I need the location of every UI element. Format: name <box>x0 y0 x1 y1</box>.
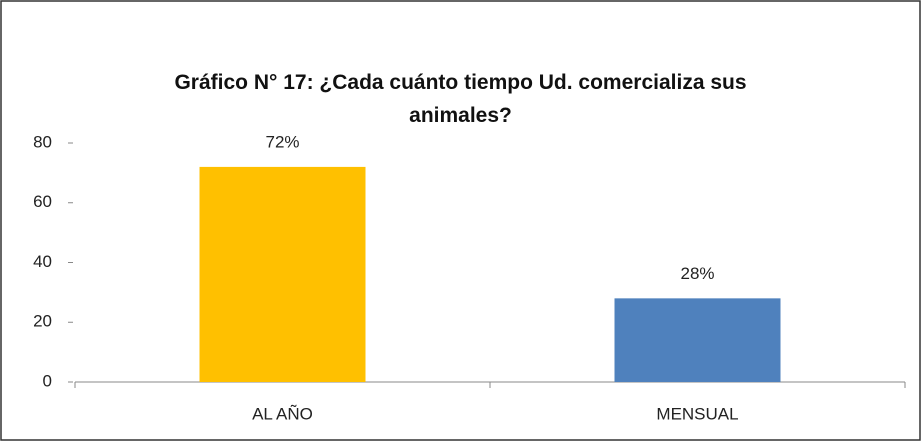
y-tick-label: 0 <box>43 371 52 390</box>
y-tick-label: 80 <box>33 132 52 151</box>
bar <box>614 298 781 382</box>
y-tick-label: 60 <box>33 192 52 211</box>
bar <box>199 166 366 382</box>
x-tick-label: AL AÑO <box>252 404 313 423</box>
x-tick-label: MENSUAL <box>656 404 738 423</box>
y-tick-label: 20 <box>33 312 52 331</box>
chart-title: Gráfico N° 17: ¿Cada cuánto tiempo Ud. c… <box>174 71 747 127</box>
value-label: 72% <box>265 132 299 151</box>
y-tick-label: 40 <box>33 252 52 271</box>
value-label: 28% <box>680 264 714 283</box>
